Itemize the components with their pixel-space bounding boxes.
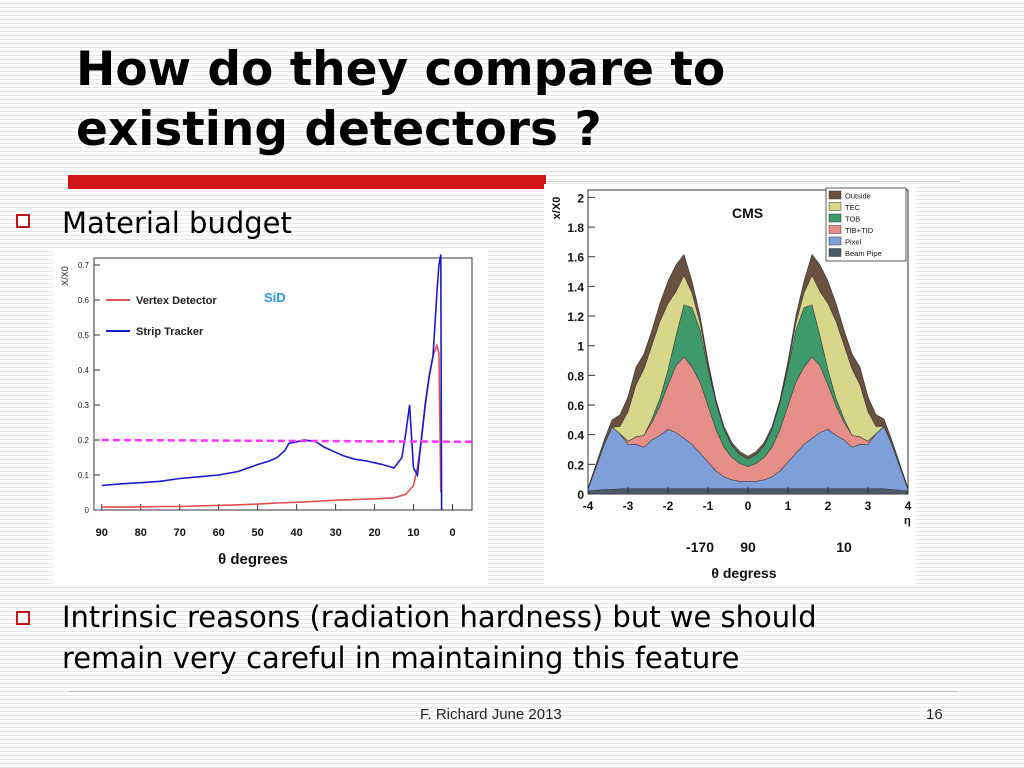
cms-legend-swatch — [828, 236, 842, 246]
sid-y-tick-label: 0.4 — [78, 366, 90, 375]
cms-x-tick-label: -2 — [663, 499, 674, 513]
cms-y-tick-label: 1.2 — [567, 310, 584, 324]
cms-legend-swatch — [828, 202, 842, 211]
cms-secondary-axis-label: θ degress — [711, 565, 776, 581]
footer-author-date: F. Richard June 2013 — [420, 706, 562, 723]
sid-y-tick-label: 0.2 — [78, 436, 90, 445]
cms-y-tick-label: 2 — [577, 191, 584, 205]
cms-y-tick-label: 0.6 — [567, 399, 584, 413]
sid-x-tick-label: 70 — [174, 527, 186, 539]
sid-y-tick-label: 0.6 — [78, 296, 90, 305]
bullet-intrinsic-line-2: remain very careful in maintaining this … — [62, 641, 740, 675]
cms-legend-swatch — [828, 248, 842, 257]
sid-chart-title: SiD — [264, 290, 286, 305]
slide-title: How do they compare to existing detector… — [76, 40, 976, 160]
footer-page-number: 16 — [926, 706, 943, 723]
cms-y-tick-label: 0 — [577, 488, 584, 502]
sid-x-axis-label: θ degrees — [218, 551, 288, 568]
bullet-square-icon — [16, 611, 30, 625]
slide-title-line-2: existing detectors ? — [76, 102, 602, 157]
cms-x-tick-label: -4 — [583, 499, 594, 513]
cms-theta-tick-label: -170 — [686, 539, 714, 555]
footer-rule — [68, 691, 958, 692]
sid-y-tick-label: 0.3 — [78, 401, 90, 410]
cms-y-tick-label: 1.6 — [567, 251, 584, 265]
title-underline-rule — [546, 181, 960, 182]
cms-legend-swatch — [828, 225, 842, 234]
sid-y-tick-label: 0.5 — [78, 331, 90, 340]
bullet-material-budget: Material budget — [62, 206, 292, 240]
cms-y-tick-label: 0.2 — [567, 458, 584, 472]
cms-theta-tick-label: 90 — [740, 539, 756, 555]
cms-y-axis-label: x/X0 — [551, 197, 563, 220]
sid-x-tick-label: 20 — [368, 527, 380, 539]
bullet-intrinsic-reasons: Intrinsic reasons (radiation hardness) b… — [62, 597, 1002, 679]
sid-series-2-line — [101, 438, 473, 444]
sid-x-tick-label: 40 — [291, 527, 303, 539]
cms-legend-label: Beam Pipe — [845, 249, 882, 258]
cms-legend-swatch — [828, 190, 842, 200]
sid-x-tick-label: 10 — [407, 527, 419, 539]
cms-x-tick-label: -3 — [623, 499, 634, 513]
sid-y-tick-label: 0 — [85, 506, 90, 515]
cms-x-tick-label: 3 — [865, 499, 872, 513]
sid-x-tick-label: 0 — [449, 527, 455, 539]
sid-x-tick-label: 90 — [96, 527, 108, 539]
sid-material-chart: 0 0.1 0.2 0.3 0.4 0.5 0.6 0.7 90 80 70 60 50 40 30 20 10… — [60, 254, 473, 568]
cms-material-chart: 0 0.2 0.4 0.6 0.8 1 1.2 1.4 1.6 1.8 2 -4 -3 -2 -1 0 1 2 3 4… — [551, 187, 912, 581]
sid-x-tick-label: 50 — [252, 527, 264, 539]
sid-legend-label: Strip Tracker — [136, 326, 204, 338]
cms-legend-label: TEC — [845, 203, 861, 212]
cms-x-tick-label: 4 — [905, 499, 912, 513]
cms-x-tick-label: 0 — [745, 499, 752, 513]
cms-y-tick-label: 0.8 — [567, 369, 584, 383]
cms-legend-label: TIB+TID — [845, 226, 874, 235]
sid-x-tick-label: 60 — [213, 527, 225, 539]
sid-series-1-line — [101, 254, 443, 511]
cms-area-pixel — [587, 425, 909, 495]
sid-y-tick-label: 0.1 — [78, 471, 90, 480]
cms-x-axis-label: η — [904, 515, 911, 527]
sid-chart-panel: 0 0.1 0.2 0.3 0.4 0.5 0.6 0.7 90 80 70 60 50 40 30 20 10… — [54, 250, 488, 586]
cms-x-tick-label: -1 — [703, 499, 714, 513]
cms-y-tick-label: 1.8 — [567, 221, 584, 235]
bullet-intrinsic-line-1: Intrinsic reasons (radiation hardness) b… — [62, 600, 817, 634]
sid-x-tick-label: 80 — [135, 527, 147, 539]
cms-chart-panel: 0 0.2 0.4 0.6 0.8 1 1.2 1.4 1.6 1.8 2 -4 -3 -2 -1 0 1 2 3 4… — [544, 184, 916, 586]
cms-y-tick-label: 1.4 — [567, 280, 584, 294]
sid-legend-label: Vertex Detector — [136, 295, 217, 307]
cms-x-tick-label: 1 — [785, 499, 792, 513]
cms-chart-title: CMS — [732, 205, 763, 221]
title-underline-accent — [68, 175, 546, 189]
cms-y-tick-label: 1 — [577, 340, 584, 354]
sid-x-tick-label: 30 — [329, 527, 341, 539]
sid-plot-frame — [93, 257, 473, 511]
bullet-square-icon — [16, 214, 30, 228]
cms-theta-tick-label: 10 — [836, 539, 852, 555]
cms-x-tick-label: 2 — [825, 499, 832, 513]
cms-legend-label: Outside — [845, 192, 871, 201]
slide-title-line-1: How do they compare to — [76, 42, 726, 97]
cms-legend-swatch — [828, 213, 842, 223]
sid-y-axis-label: X/X0 — [60, 266, 70, 286]
cms-y-tick-label: 0.4 — [567, 429, 584, 443]
cms-legend-label: Pixel — [845, 238, 862, 247]
sid-y-tick-label: 0.7 — [78, 261, 90, 270]
cms-legend-label: TOB — [845, 215, 860, 224]
